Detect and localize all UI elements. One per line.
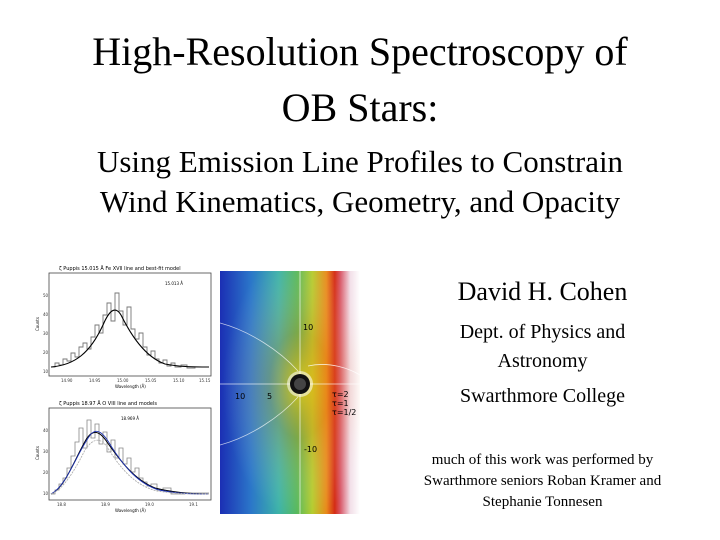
- x-label-10: 10: [235, 392, 245, 401]
- x-tick: 14.95: [89, 378, 101, 383]
- x-tick: 18.8: [57, 502, 66, 507]
- model-curve-2: [50, 430, 210, 495]
- author-name: David H. Cohen: [457, 277, 628, 306]
- plot-title: ζ Puppis 15.015 Å Fe XVII line and best-…: [59, 265, 181, 272]
- x-tick: 15.05: [145, 378, 157, 383]
- line-label: 18.969 Å: [121, 416, 139, 421]
- y-tick: 30: [43, 449, 49, 454]
- y-tick: 10: [43, 369, 49, 374]
- x-tick: 19.1: [189, 502, 198, 507]
- tau-label-1: τ=1: [332, 399, 349, 408]
- tau-label-half: τ=1/2: [332, 408, 356, 417]
- plot-frame: [48, 407, 212, 501]
- wind-opacity-map: 10 -10 10 5 τ=2 τ=1 τ=1/2: [219, 271, 361, 514]
- credit-line-3: Stephanie Tonnesen: [482, 494, 603, 510]
- y-tick: 30: [43, 331, 49, 336]
- slide-title-line-2: OB Stars:: [281, 85, 439, 130]
- glow-overlay: [220, 271, 360, 514]
- y-label-neg10: -10: [304, 445, 317, 454]
- data-histogram: [51, 419, 209, 495]
- x-tick: 15.15: [199, 378, 211, 383]
- slide-title-line-1: High-Resolution Spectroscopy of: [92, 29, 628, 74]
- contour-line: [307, 364, 361, 376]
- fe-xvii-line-plot: ζ Puppis 15.015 Å Fe XVII line and best-…: [35, 263, 215, 390]
- y-axis-label: Counts: [35, 446, 40, 460]
- tau-label-2: τ=2: [332, 390, 349, 399]
- star-core: [294, 378, 306, 390]
- data-histogram: [51, 292, 209, 369]
- x-label-5: 5: [267, 392, 272, 401]
- department-line-2: Astronomy: [497, 350, 588, 372]
- plot-frame: [48, 272, 212, 377]
- model-curve: [50, 309, 210, 368]
- line-label: 15.013 Å: [165, 281, 183, 286]
- y-tick: 40: [43, 312, 49, 317]
- x-tick: 18.9: [101, 502, 110, 507]
- credit-line-1: much of this work was performed by: [431, 452, 654, 468]
- y-tick: 20: [43, 350, 49, 355]
- model-curve-3: [50, 439, 210, 495]
- slide-subtitle-line-2: Wind Kinematics, Geometry, and Opacity: [99, 184, 621, 219]
- y-tick: 50: [43, 293, 49, 298]
- department-line-1: Dept. of Physics and: [459, 321, 626, 343]
- y-tick: 10: [43, 491, 49, 496]
- x-axis-label: Wavelength (Å): [115, 508, 146, 513]
- o-viii-line-plot: ζ Puppis 18.97 Å O VIII line and models …: [35, 398, 215, 514]
- slide-subtitle-line-1: Using Emission Line Profiles to Constrai…: [96, 144, 624, 179]
- institution: Swarthmore College: [460, 385, 625, 407]
- y-tick: 20: [43, 470, 49, 475]
- y-axis-label: Counts: [35, 317, 40, 331]
- x-axis-label: Wavelength (Å): [115, 384, 146, 389]
- y-tick: 40: [43, 428, 49, 433]
- y-label-10: 10: [303, 323, 313, 332]
- credit-line-2: Swarthmore seniors Roban Kramer and: [423, 473, 662, 489]
- x-tick: 14.90: [61, 378, 73, 383]
- plot-title: ζ Puppis 18.97 Å O VIII line and models: [59, 400, 157, 407]
- x-tick: 19.0: [145, 502, 154, 507]
- x-tick: 15.10: [173, 378, 185, 383]
- contour-line: [219, 322, 299, 372]
- contour-line: [219, 396, 299, 446]
- x-tick: 15.00: [117, 378, 129, 383]
